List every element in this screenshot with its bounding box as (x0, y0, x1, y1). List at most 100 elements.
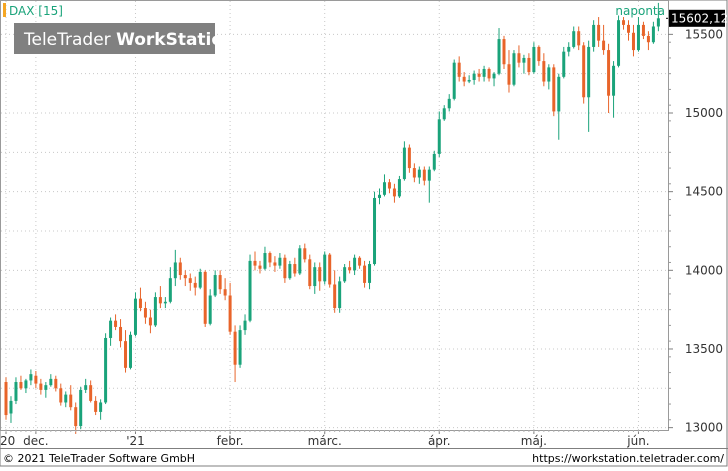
candle (218, 270, 222, 294)
candle-body (447, 98, 451, 109)
candle-body (382, 182, 386, 195)
candle (323, 251, 327, 285)
candle-body (462, 76, 466, 82)
candle (298, 245, 302, 276)
candle (353, 254, 357, 276)
candle-body (138, 298, 142, 309)
candle-body (627, 24, 630, 33)
x-tick-label: '20 (0, 434, 15, 448)
candle (577, 26, 581, 51)
candle (283, 254, 287, 283)
candle (318, 262, 322, 291)
candle (293, 257, 297, 277)
candle (482, 65, 486, 82)
candle-body (124, 341, 128, 368)
candle-body (133, 298, 137, 335)
candle (24, 378, 28, 394)
candle-body (178, 262, 182, 276)
candle-body (532, 46, 536, 73)
candle-body (507, 64, 511, 85)
interval-label: naponta (615, 4, 665, 18)
footer-copyright: © 2021 TeleTrader Software GmbH (3, 452, 195, 465)
candle-body (343, 267, 347, 282)
candle (537, 45, 541, 66)
candle-body (148, 317, 152, 326)
candle-body (353, 257, 357, 271)
candle (422, 166, 426, 186)
candle-body (607, 50, 611, 96)
candle-body (612, 65, 616, 96)
candle (447, 94, 451, 112)
candles (4, 2, 660, 434)
candle (432, 150, 436, 172)
candle-body (432, 153, 436, 170)
candle-body (582, 45, 586, 98)
candle (288, 260, 292, 280)
candle (9, 396, 13, 423)
candle-body (54, 378, 58, 389)
candle (656, 2, 660, 32)
candle (462, 72, 466, 87)
candle (527, 53, 531, 76)
candle-body (158, 297, 162, 304)
y-axis: 13000 13500 14000 14500 15000 15500 (668, 10, 723, 435)
candle-body (572, 31, 576, 47)
candle (373, 191, 377, 266)
candle (502, 35, 506, 69)
candle (313, 262, 317, 294)
candle (512, 50, 516, 87)
candle-body (467, 79, 471, 82)
candle-body (9, 400, 13, 414)
candle-body (173, 262, 177, 279)
candle (213, 270, 217, 298)
candle (517, 45, 521, 68)
x-tick-label: febr. (217, 434, 244, 448)
candle (308, 254, 312, 290)
candle (104, 333, 108, 405)
candle-body (358, 257, 362, 266)
candle-body (497, 39, 501, 74)
candle-body (243, 320, 247, 331)
candle-body (283, 257, 287, 279)
candle (562, 46, 566, 79)
candle (363, 260, 367, 288)
candle-body (298, 248, 302, 274)
candle-body (392, 188, 396, 197)
candle-body (273, 262, 277, 266)
candle-body (542, 61, 546, 82)
candle-body (487, 68, 491, 79)
candle-body (233, 331, 237, 365)
candle-body (348, 267, 352, 271)
candle (368, 260, 372, 290)
candle-body (457, 62, 461, 77)
candle-body (188, 278, 192, 283)
candle (567, 42, 571, 57)
candle (243, 314, 247, 335)
candle-body (577, 31, 581, 46)
candle-body (402, 147, 406, 180)
candle (119, 319, 123, 348)
candle (378, 188, 381, 205)
candle (387, 179, 391, 194)
candle-body (378, 194, 381, 198)
candle (143, 301, 147, 324)
candle-body (193, 282, 197, 288)
candle-body (482, 68, 486, 77)
candle-body (104, 337, 108, 403)
candle (14, 377, 18, 405)
candle-body (557, 76, 561, 112)
last-value-label: 15602,12 (671, 11, 728, 25)
candle-body (622, 20, 626, 25)
candle (208, 289, 212, 326)
candle-body (437, 119, 441, 154)
candle (646, 31, 650, 51)
candle (258, 260, 262, 274)
candle (188, 273, 192, 291)
candle-body (4, 382, 8, 416)
candle (437, 111, 441, 158)
x-tick-label: máj. (521, 434, 547, 448)
candle (557, 73, 561, 140)
candle-body (238, 330, 242, 365)
candle (358, 256, 362, 269)
footer-url[interactable]: https://workstation.teletrader.com/ (532, 452, 724, 465)
